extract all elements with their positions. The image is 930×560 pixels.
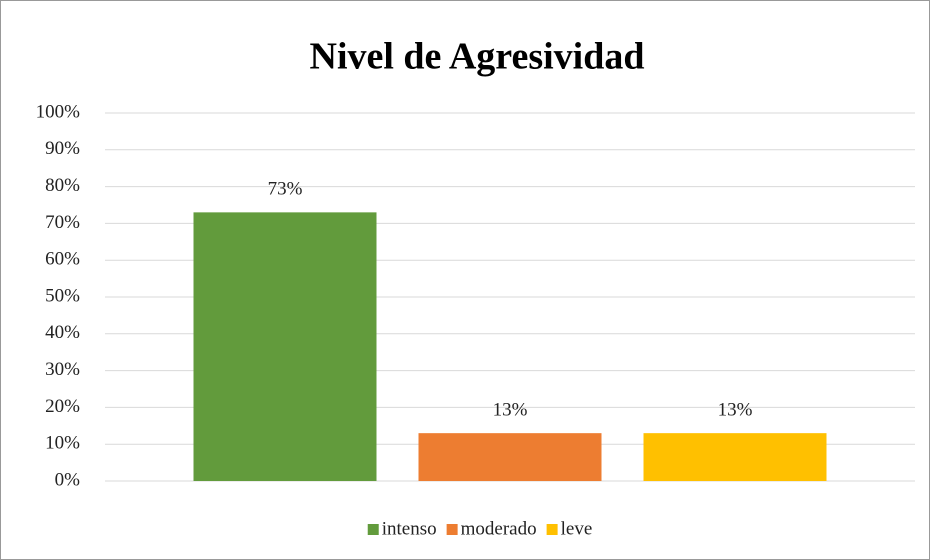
legend-label: intenso xyxy=(382,518,437,539)
y-tick-label: 80% xyxy=(45,175,80,196)
bar xyxy=(643,433,827,481)
y-tick-label: 30% xyxy=(45,359,80,380)
chart-title: Nivel de Agresividad xyxy=(310,36,645,78)
data-label: 13% xyxy=(493,400,528,421)
y-tick-label: 90% xyxy=(45,138,80,159)
y-tick-label: 10% xyxy=(45,433,80,454)
legend-label: moderado xyxy=(461,518,537,539)
y-tick-label: 40% xyxy=(45,322,80,343)
y-tick-label: 50% xyxy=(45,285,80,306)
y-tick-label: 60% xyxy=(45,249,80,270)
y-tick-label: 70% xyxy=(45,212,80,233)
legend-swatch xyxy=(367,524,379,535)
bar xyxy=(418,433,602,481)
data-label: 73% xyxy=(268,179,303,200)
y-tick-label: 20% xyxy=(45,396,80,417)
data-label: 13% xyxy=(718,400,753,421)
y-tick-label: 100% xyxy=(36,101,81,122)
y-tick-label: 0% xyxy=(55,469,81,490)
legend-swatch xyxy=(546,524,558,535)
legend-swatch xyxy=(446,524,458,535)
bar xyxy=(193,212,377,482)
legend-label: leve xyxy=(561,518,593,539)
